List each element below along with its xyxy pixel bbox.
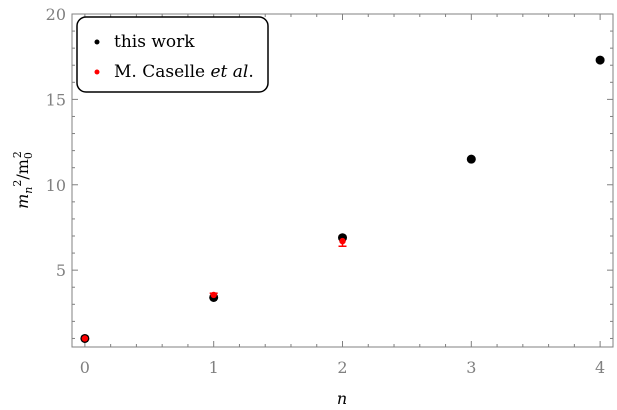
legend-box <box>76 16 269 93</box>
legend-marker-this-work <box>94 39 100 45</box>
y-axis-label-m: m <box>13 194 32 209</box>
legend-marker-caselle <box>94 69 100 75</box>
point-caselle <box>339 237 346 245</box>
errorbars <box>209 235 347 298</box>
x-axis-label: n <box>337 389 347 408</box>
legend-label-caselle: M. Caselle et al. <box>114 62 254 82</box>
point-caselle <box>210 291 217 299</box>
x-tick-label: 1 <box>209 358 219 377</box>
y-tick-label: 20 <box>46 5 66 24</box>
legend-label-caselle-italic: et al <box>210 62 248 82</box>
x-tick-label: 0 <box>80 358 90 377</box>
legend-label-this-work: this work <box>114 32 195 52</box>
points <box>80 55 605 343</box>
y-axis-label-sup-2b: 2 <box>11 151 24 158</box>
y-axis-label-slash: /m <box>13 159 32 180</box>
y-axis-label: mn2/m02 <box>11 151 35 209</box>
point-this-work <box>466 154 476 164</box>
point-caselle <box>81 335 89 342</box>
x-tick-label: 2 <box>337 358 347 377</box>
y-tick-label: 5 <box>56 261 66 280</box>
legend: this work M. Caselle et al. <box>76 16 269 93</box>
tick-labels: 0 1 2 3 4 5 10 15 20 <box>46 5 606 377</box>
y-tick-label: 15 <box>46 90 66 109</box>
y-tick-label: 10 <box>46 176 66 195</box>
legend-label-caselle-prefix: M. Caselle <box>114 62 210 82</box>
point-this-work <box>595 55 605 65</box>
y-axis-label-sup-2a: 2 <box>11 180 24 187</box>
x-tick-label: 3 <box>466 358 476 377</box>
x-tick-label: 4 <box>595 358 605 377</box>
legend-label-caselle-suffix: . <box>248 62 253 82</box>
y-axis-label-sub-0: 0 <box>22 152 35 159</box>
y-axis-label-sub-n: n <box>22 187 35 194</box>
